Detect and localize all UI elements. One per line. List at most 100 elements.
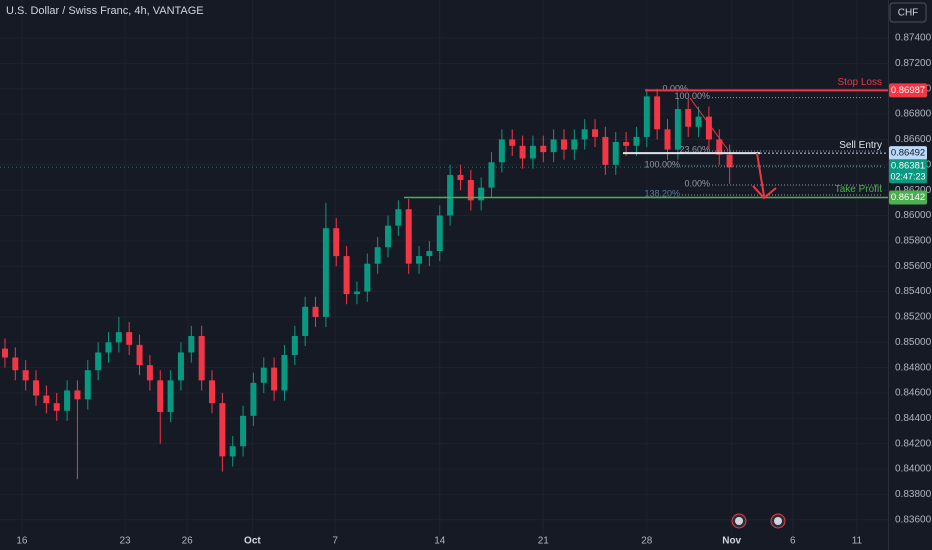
candle-body <box>291 335 298 355</box>
candle-body <box>136 344 143 366</box>
arrow-shaft <box>756 152 765 197</box>
candle-body <box>322 228 329 317</box>
y-tick-label: 0.84400 <box>895 413 932 424</box>
fib-label: 138.20% <box>644 188 680 198</box>
candle-body <box>240 415 247 447</box>
candle-body <box>95 352 102 371</box>
candle-body <box>705 116 712 140</box>
candle-body <box>343 256 350 295</box>
candle-body <box>209 380 216 404</box>
last-price-label: 0.86381 <box>891 161 925 172</box>
y-tick-label: 0.86800 <box>895 109 932 120</box>
last-price-tag <box>889 159 927 184</box>
candle-body <box>426 251 433 257</box>
candle-body <box>177 352 184 381</box>
fib-label: 0.00% <box>684 178 710 188</box>
candle-body <box>581 129 588 140</box>
candle-body <box>374 247 381 264</box>
y-tick-label: 0.87400 <box>895 33 932 44</box>
candle-body <box>550 139 557 153</box>
currency-button[interactable] <box>889 2 927 23</box>
candle-body <box>1 348 8 358</box>
candle-body <box>488 162 495 188</box>
candle-body <box>633 136 640 146</box>
y-tick-label: 0.85800 <box>895 236 932 247</box>
candle-body <box>146 365 153 381</box>
x-tick-label: 11 <box>852 536 863 547</box>
level-label: Sell Entry <box>839 140 882 151</box>
y-tick-label: 0.86200 <box>895 185 932 196</box>
y-tick-label: 0.83800 <box>895 489 932 500</box>
candle-body <box>519 145 526 159</box>
countdown-label: 02:47:23 <box>890 172 925 182</box>
candle-body <box>664 129 671 150</box>
candle-body <box>12 357 19 371</box>
candle-body <box>540 145 547 153</box>
x-tick-label: 6 <box>790 536 796 547</box>
candle-body <box>64 390 71 411</box>
y-tick-label: 0.84000 <box>895 464 932 475</box>
candle-body <box>612 141 619 165</box>
candle-body <box>74 390 81 400</box>
y-tick-label: 0.85600 <box>895 261 932 272</box>
x-tick-label: 26 <box>182 536 194 547</box>
event-flag <box>735 517 743 525</box>
candle-body <box>592 129 599 137</box>
y-tick-label: 0.84600 <box>895 388 932 399</box>
fib-label: 23.60% <box>679 144 710 154</box>
x-tick-label: 7 <box>332 536 338 547</box>
candle-body <box>157 380 164 413</box>
x-tick-label: 16 <box>16 536 28 547</box>
candle-body <box>623 141 630 146</box>
currency-label[interactable]: CHF <box>898 8 919 19</box>
candle-body <box>395 209 402 226</box>
candle-body <box>22 370 29 381</box>
price-tag <box>889 83 927 98</box>
y-tick-label: 0.85000 <box>895 337 932 348</box>
candle-body <box>229 446 236 457</box>
candle-body <box>560 139 567 150</box>
candle-body <box>602 136 609 165</box>
fib-label: 100.00% <box>674 91 710 101</box>
trend-line <box>689 97 729 151</box>
event-icons <box>731 513 786 529</box>
candle-body <box>364 263 371 292</box>
candle-body <box>685 109 692 127</box>
y-tick-label: 0.84800 <box>895 362 932 373</box>
fib-label: 100.00% <box>644 159 680 169</box>
candle-body <box>353 291 360 295</box>
candle-body <box>126 332 133 345</box>
x-tick-label: 28 <box>641 536 653 547</box>
candle-body <box>115 332 122 343</box>
candle-body <box>498 139 505 163</box>
candle-body <box>43 395 50 404</box>
x-tick-label: 23 <box>119 536 131 547</box>
price-tag-label: 0.86987 <box>891 85 925 96</box>
y-tick-label: 0.87200 <box>895 58 932 69</box>
candle-body <box>167 380 174 413</box>
candle-body <box>53 403 60 411</box>
candle-body <box>436 215 443 252</box>
fib-label: 0.00% <box>662 83 688 93</box>
candle-body <box>281 354 288 391</box>
price-tag <box>889 190 927 205</box>
candle-body <box>509 139 516 146</box>
candle-body <box>457 174 464 181</box>
candle-body <box>529 145 536 159</box>
candle-body <box>416 256 423 264</box>
candle-body <box>333 228 340 257</box>
candle-body <box>674 109 681 150</box>
candle-body <box>467 180 474 201</box>
y-tick-label: 0.85400 <box>895 286 932 297</box>
candle-body <box>302 306 309 336</box>
candle-body <box>654 96 661 130</box>
candle-body <box>33 380 40 396</box>
price-tag <box>889 146 927 161</box>
candle-body <box>716 139 723 155</box>
y-tick-label: 0.86600 <box>895 134 932 145</box>
candle-body <box>260 367 267 383</box>
y-tick-label: 0.84200 <box>895 438 932 449</box>
level-label: Stop Loss <box>838 77 882 88</box>
